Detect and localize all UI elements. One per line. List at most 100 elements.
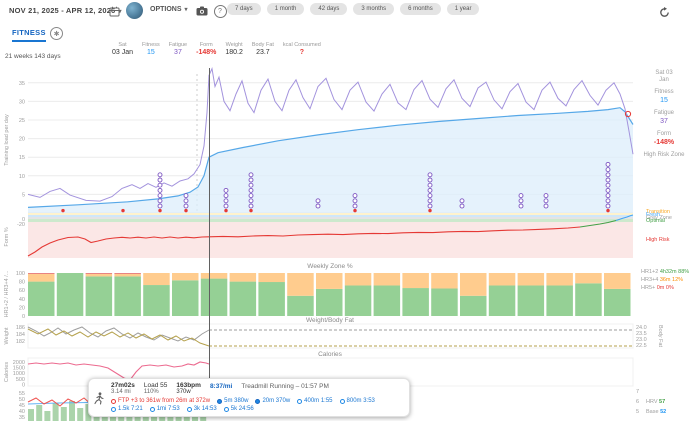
stats-header: Sat03 Jan Fitness15 Fatigue37 Form-148% … (112, 42, 321, 56)
svg-text:20: 20 (19, 137, 25, 143)
svg-text:15: 15 (19, 155, 25, 161)
achievement-badge: 20m 370w (255, 398, 290, 404)
svg-text:30: 30 (19, 99, 25, 105)
cursor-form-label: Form (640, 131, 688, 138)
question-mark-glyph: ? (214, 5, 227, 18)
medal-icon (224, 407, 229, 412)
svg-text:5: 5 (22, 192, 25, 198)
svg-text:6: 6 (636, 399, 639, 405)
weekly-zone-title: Weekly Zone % (307, 263, 353, 270)
svg-text:40: 40 (19, 297, 25, 303)
cursor-form-value: -148% (640, 139, 688, 146)
running-icon (94, 392, 104, 410)
legend-hr5: HR5+ 0m 0% (641, 284, 689, 292)
range-button-6-months[interactable]: 6 months (400, 3, 441, 15)
stat-form: Form-148% (196, 42, 216, 56)
hrv-base-label: Base 52 (646, 409, 666, 415)
avatar[interactable] (126, 2, 143, 19)
svg-text:7: 7 (636, 389, 639, 395)
tooltip-summary-row: 27m02s3.14 mi Load 55110% 163bpm370w 8:3… (111, 382, 403, 395)
tooltip-activity-title: Treadmill Running – 01:57 PM (241, 383, 329, 390)
form-chart[interactable]: Form % 0-20 (0, 213, 690, 258)
svg-text:80: 80 (19, 280, 25, 286)
fitness-dashboard: NOV 21, 2025 - APR 12, 2026▾ OPTIONS▾ ? … (0, 0, 690, 421)
range-button-1-month[interactable]: 1 month (267, 3, 305, 15)
medal-icon (340, 399, 345, 404)
svg-text:60: 60 (19, 288, 25, 294)
tooltip-duration-distance: 27m02s3.14 mi (111, 382, 135, 395)
medal-icon (255, 399, 260, 404)
tab-fitness[interactable]: FITNESS (12, 28, 46, 42)
period-label: 21 weeks 143 days (5, 53, 61, 60)
cursor-info-panel: Sat 03Jan Fitness 15 Fatigue 37 Form -14… (640, 70, 688, 159)
cursor-zone-label: High Risk Zone (640, 152, 688, 159)
date-range-selector[interactable]: NOV 21, 2025 - APR 12, 2026▾ (9, 6, 122, 15)
range-button-3-months[interactable]: 3 months (353, 3, 394, 15)
svg-text:35: 35 (19, 415, 25, 421)
svg-text:20: 20 (19, 305, 25, 311)
training-load-axis-label: Training load per day (4, 114, 10, 166)
medal-icon (297, 399, 302, 404)
form-axis-label: Form % (4, 227, 10, 246)
medal-icon (217, 399, 222, 404)
stat-date: Sat03 Jan (112, 42, 133, 56)
weekly-zone-axis-label: HR1+2 / HR3+4 /... (4, 270, 10, 317)
hrv-value-label: HRV 57 (646, 399, 665, 405)
achievement-badge: 400m 1:55 (297, 398, 332, 404)
chevron-down-icon: ▾ (185, 7, 188, 13)
range-button-1-year[interactable]: 1 year (447, 3, 480, 15)
svg-text:35: 35 (19, 81, 25, 87)
legend-hr34: HR3+4 36m 12% (641, 276, 689, 284)
svg-text:-20: -20 (17, 222, 25, 228)
svg-text:10: 10 (19, 174, 25, 180)
svg-text:184: 184 (16, 332, 25, 338)
stat-weight: Weight180.2 (225, 42, 243, 56)
stat-bodyfat: Body Fat23.7 (252, 42, 274, 56)
form-zone-high-risk-label: High Risk (646, 237, 670, 243)
ftp-ring-icon (111, 399, 116, 404)
svg-text:186: 186 (16, 325, 25, 331)
bodyfat-axis-label: Body Fat (657, 325, 663, 347)
cursor-fitness-label: Fitness (640, 89, 688, 96)
tooltip-hr-power: 163bpm370w (176, 382, 201, 395)
stat-kcal: kcal Consumed? (283, 42, 321, 56)
achievement-badge: 800m 3:53 (340, 398, 375, 404)
activity-tooltip: 27m02s3.14 mi Load 55110% 163bpm370w 8:3… (88, 378, 410, 417)
tab-settings-icon[interactable]: ✱ (50, 27, 63, 40)
calories-title: Calories (318, 351, 343, 358)
svg-text:100: 100 (16, 271, 25, 277)
options-label: OPTIONS (150, 6, 182, 13)
weight-axis-label: Weight (4, 327, 10, 344)
chart-cursor-line[interactable] (209, 68, 210, 388)
cursor-date: Sat 03Jan (640, 70, 688, 84)
weight-bodyfat-chart[interactable]: Weight/Body Fat Weight Body Fat 18618418… (0, 316, 690, 350)
tooltip-achievements: FTP +3 to 361w from 26m at 372w 5m 380w … (111, 398, 403, 412)
tooltip-pace: 8:37/mi (210, 383, 232, 390)
calendar-icon[interactable] (106, 3, 122, 19)
form-zone-optimal-label: Optimal (646, 218, 665, 224)
achievement-badge: 3k 14:53 (187, 406, 217, 412)
ftp-badge: FTP +3 to 361w from 26m at 372w (111, 398, 210, 404)
stat-fatigue: Fatigue37 (169, 42, 187, 56)
toolbar: NOV 21, 2025 - APR 12, 2026▾ OPTIONS▾ ? … (0, 0, 690, 26)
date-range-label: NOV 21, 2025 - APR 12, 2026 (9, 6, 115, 15)
stat-fitness: Fitness15 (142, 42, 160, 56)
weekly-zone-chart[interactable]: Weekly Zone % HR1+2 / HR3+4 /... 100 80 60… (0, 262, 690, 316)
weight-bodyfat-title: Weight/Body Fat (306, 317, 354, 324)
achievement-badge: 5k 24:56 (224, 406, 254, 412)
training-load-chart[interactable]: Training load per day 5 10 15 20 25 30 35 (0, 68, 690, 214)
refresh-icon[interactable] (656, 4, 672, 20)
camera-icon[interactable] (194, 3, 210, 19)
medal-icon (150, 407, 155, 412)
svg-text:5: 5 (636, 409, 639, 415)
options-menu[interactable]: OPTIONS▾ (150, 6, 188, 13)
achievement-badge: 1mi 7:53 (150, 406, 180, 412)
range-button-42-days[interactable]: 42 days (310, 3, 347, 15)
achievement-badge: 5m 380w (217, 398, 248, 404)
tooltip-load-intensity: Load 55110% (144, 382, 168, 395)
svg-text:25: 25 (19, 118, 25, 124)
help-icon[interactable]: ? (212, 3, 228, 19)
cursor-fatigue-value: 37 (640, 118, 688, 125)
range-button-7-days[interactable]: 7 days (227, 3, 261, 15)
hr-zone-legend: HR1+2 4h32m 88% HR3+4 36m 12% HR5+ 0m 0% (641, 268, 689, 292)
